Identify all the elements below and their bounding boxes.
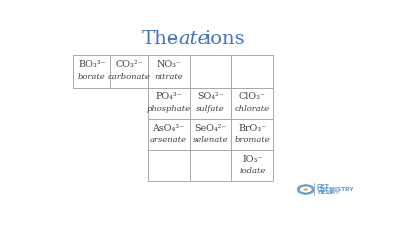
Text: BrO₃⁻: BrO₃⁻ [238,124,266,133]
Text: IO₃⁻: IO₃⁻ [242,155,262,164]
Text: ions: ions [204,30,245,48]
Text: NO₃⁻: NO₃⁻ [156,60,181,69]
Text: HELP: HELP [317,191,334,196]
Bar [190,150,231,181]
Text: chlorate: chlorate [235,105,270,113]
Text: GET: GET [317,184,330,189]
Text: CO₃²⁻: CO₃²⁻ [115,60,143,69]
Text: AsO₄³⁻: AsO₄³⁻ [152,124,185,133]
Text: carbonate: carbonate [108,73,150,81]
Text: selenate: selenate [193,136,228,144]
Text: PO₄³⁻: PO₄³⁻ [155,92,182,101]
Text: BO₃³⁻: BO₃³⁻ [78,60,106,69]
Bar [73,55,110,88]
Text: CHEMISTRY: CHEMISTRY [317,187,355,192]
Bar [231,88,273,119]
Bar [190,55,231,88]
Bar [148,150,190,181]
Bar [231,119,273,150]
Text: SO₄²⁻: SO₄²⁻ [197,92,224,101]
Bar [110,55,148,88]
Bar [148,55,190,88]
Text: iodate: iodate [239,167,266,175]
Text: The: The [142,30,179,48]
Text: nitrate: nitrate [154,73,183,81]
Text: borate: borate [78,73,106,81]
Text: bromate: bromate [234,136,270,144]
Text: .com: .com [327,191,340,196]
Bar [148,88,190,119]
Bar [148,119,190,150]
Text: ClO₃⁻: ClO₃⁻ [239,92,266,101]
Text: sulfate: sulfate [196,105,225,113]
Text: phosphate: phosphate [146,105,191,113]
Text: ate: ate [179,30,210,48]
Text: SeO₄²⁻: SeO₄²⁻ [194,124,227,133]
Bar [190,119,231,150]
Text: –: – [167,30,177,48]
Bar [190,88,231,119]
Circle shape [304,188,308,191]
Bar [231,150,273,181]
Text: arsenate: arsenate [150,136,187,144]
Bar [231,55,273,88]
